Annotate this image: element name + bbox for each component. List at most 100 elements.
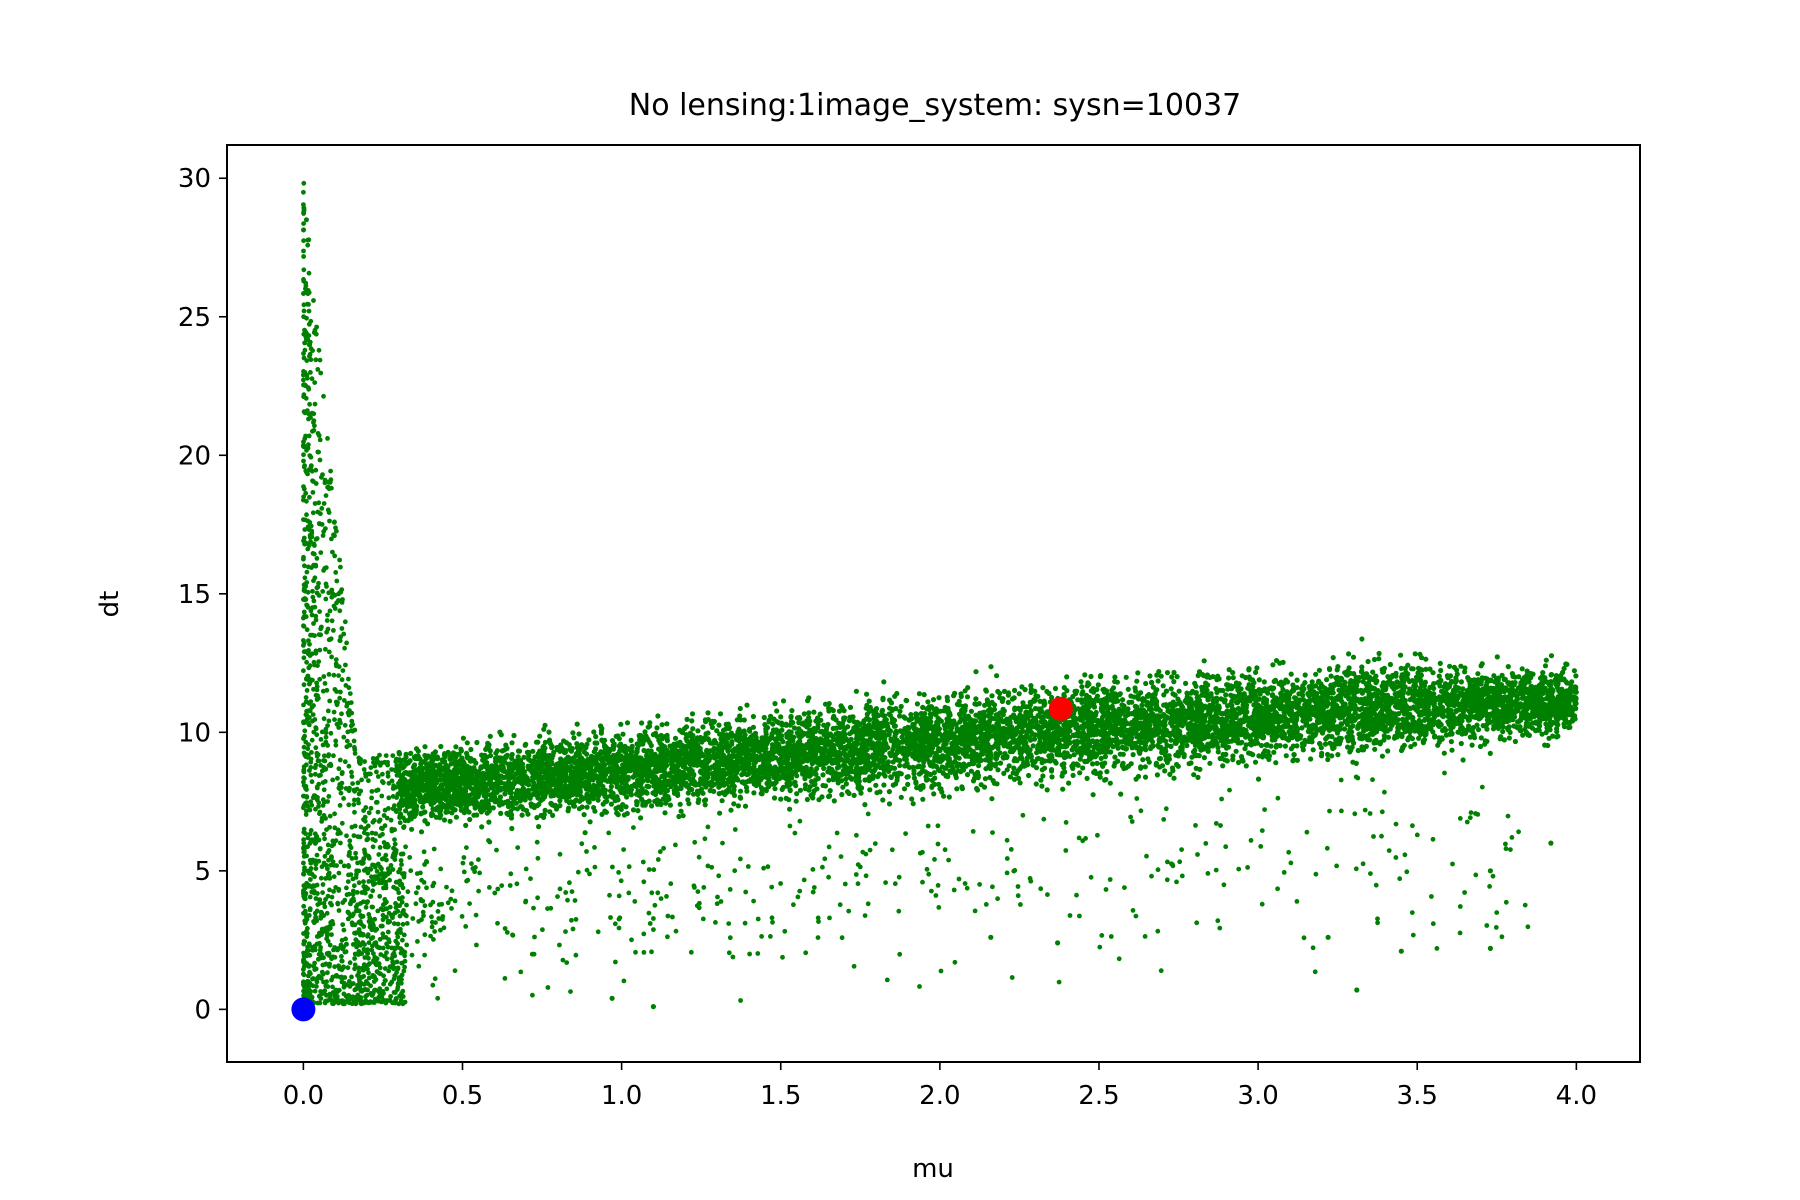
- data-point: [717, 810, 723, 816]
- data-point: [1431, 681, 1437, 687]
- data-point: [1099, 714, 1106, 720]
- data-point: [1066, 780, 1072, 786]
- data-point: [1520, 732, 1526, 738]
- data-point: [791, 725, 798, 731]
- data-point: [1033, 781, 1039, 787]
- data-point: [873, 782, 879, 788]
- data-point: [1171, 679, 1177, 685]
- data-point: [787, 806, 793, 812]
- data-point: [685, 790, 691, 796]
- data-point: [1094, 760, 1100, 767]
- data-point: [973, 669, 979, 675]
- data-point: [1347, 749, 1353, 755]
- data-point: [471, 812, 477, 818]
- data-point: [891, 723, 898, 729]
- data-point: [1140, 757, 1146, 763]
- data-point: [817, 711, 823, 717]
- data-point: [920, 796, 926, 802]
- data-point: [892, 771, 898, 777]
- data-point: [1142, 774, 1149, 780]
- data-point: [983, 766, 989, 772]
- data-point: [862, 802, 868, 808]
- data-point: [725, 721, 731, 727]
- data-point: [1255, 776, 1262, 782]
- data-point: [1230, 675, 1236, 681]
- data-point: [1147, 673, 1153, 679]
- data-point: [1365, 658, 1371, 665]
- data-point: [848, 775, 854, 781]
- data-point: [995, 688, 1001, 695]
- data-point: [1460, 757, 1466, 763]
- data-point: [1052, 685, 1059, 692]
- data-point: [464, 740, 470, 746]
- data-point: [1350, 654, 1357, 660]
- data-point: [548, 800, 554, 807]
- data-point: [1505, 664, 1511, 670]
- data-point: [1098, 755, 1104, 762]
- data-point: [628, 737, 634, 744]
- data-point: [1542, 663, 1549, 669]
- data-point: [936, 781, 942, 788]
- data-point: [441, 817, 448, 823]
- data-point: [618, 721, 624, 727]
- data-point: [1462, 665, 1468, 671]
- data-point: [1412, 741, 1418, 747]
- data-point: [1273, 760, 1279, 766]
- data-point: [821, 765, 827, 772]
- data-point: [989, 693, 995, 699]
- data-point: [1074, 761, 1080, 767]
- data-point: [853, 688, 860, 694]
- data-point: [700, 724, 706, 730]
- data-point: [826, 777, 832, 783]
- data-point: [903, 697, 909, 704]
- data-point: [887, 697, 893, 703]
- data-point: [1462, 730, 1468, 736]
- data-point: [696, 797, 702, 803]
- data-point: [1120, 697, 1126, 703]
- data-point: [509, 740, 515, 746]
- data-point: [830, 725, 836, 732]
- data-point: [1325, 756, 1331, 763]
- data-point: [438, 743, 444, 750]
- data-point: [1359, 664, 1365, 670]
- data-point: [509, 825, 515, 832]
- data-point: [984, 697, 990, 703]
- data-point: [778, 714, 784, 720]
- data-point: [723, 726, 729, 732]
- data-point: [630, 807, 637, 813]
- data-point: [1447, 663, 1453, 669]
- data-point: [1193, 683, 1199, 689]
- data-point: [1253, 669, 1259, 676]
- data-point: [1139, 702, 1145, 708]
- data-point: [925, 699, 931, 705]
- data-point: [880, 797, 886, 803]
- data-point: [886, 801, 893, 807]
- data-point: [1276, 681, 1282, 687]
- data-point: [684, 716, 690, 723]
- data-point: [1077, 756, 1083, 762]
- data-point: [901, 786, 908, 792]
- data-point: [1171, 775, 1177, 781]
- data-point: [876, 771, 882, 777]
- data-point: [1032, 705, 1039, 712]
- data-point: [453, 814, 459, 820]
- data-point: [625, 775, 631, 782]
- data-point: [794, 791, 800, 797]
- data-point: [1042, 765, 1048, 771]
- data-point: [1512, 738, 1518, 745]
- data-point: [788, 719, 795, 725]
- data-point: [1154, 772, 1160, 778]
- data-point: [1149, 679, 1155, 686]
- data-point: [591, 729, 597, 735]
- data-point: [986, 702, 992, 708]
- data-point: [570, 730, 576, 736]
- data-point: [1294, 677, 1300, 683]
- data-point: [1372, 746, 1378, 752]
- data-point: [988, 664, 994, 670]
- data-point: [608, 783, 615, 790]
- data-point: [608, 774, 614, 781]
- data-point: [847, 704, 854, 711]
- data-point: [1573, 673, 1579, 679]
- data-point: [550, 752, 556, 759]
